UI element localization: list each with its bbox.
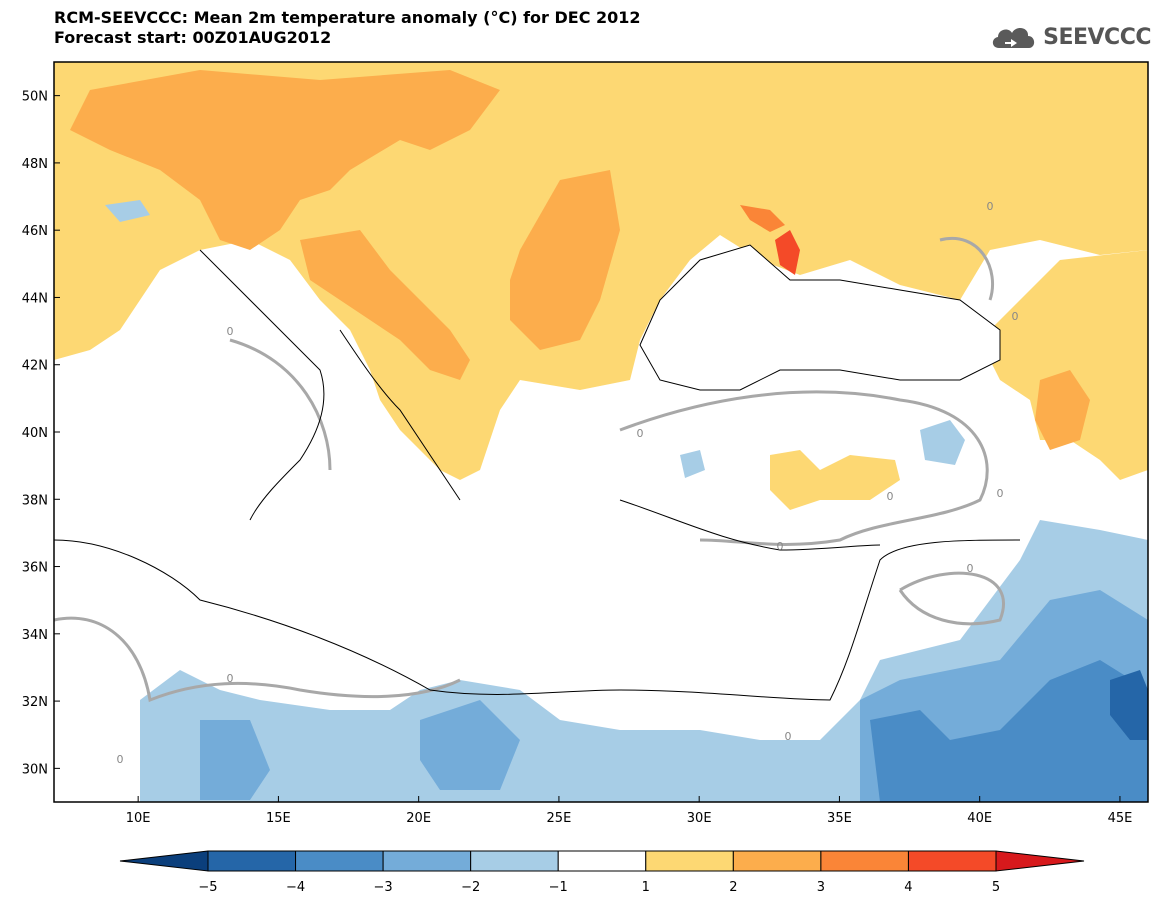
contour-label: 0	[887, 490, 894, 503]
lon-tick-label: 15E	[266, 811, 291, 826]
lon-tick-label: 30E	[687, 811, 712, 826]
lat-tick-label: 38N	[22, 493, 48, 508]
cold-spot-turkey-east	[920, 420, 965, 465]
colorbar: −5 −4 −3 −2 −1 1 2 3 4 5	[119, 850, 1085, 895]
colorbar-segment	[207, 850, 297, 872]
colorbar-label: 1	[642, 880, 650, 895]
lat-tick-label: 42N	[22, 359, 48, 374]
colorbar-label: 3	[817, 880, 825, 895]
warm2-region-balkans	[300, 230, 470, 380]
lat-tick-label: 44N	[22, 291, 48, 306]
contour-label: 0	[1012, 310, 1019, 323]
zero-contours	[54, 236, 1005, 703]
colorbar-segment	[470, 850, 559, 872]
colorbar-label: −5	[198, 880, 217, 895]
coastlines	[54, 244, 1021, 701]
colorbar-label: 2	[729, 880, 737, 895]
lon-tick-label: 35E	[827, 811, 852, 826]
contour-label: 0	[997, 487, 1004, 500]
field-layer	[54, 62, 1148, 802]
colorbar-segment	[820, 850, 909, 872]
colorbar-low-arrow	[119, 850, 209, 872]
cold2-region-libya	[200, 700, 520, 800]
colorbar-segment	[295, 850, 384, 872]
warm2-region-romania	[510, 170, 620, 350]
lat-tick-label: 36N	[22, 561, 48, 576]
colorbar-label: −4	[286, 880, 305, 895]
colorbar-label: 4	[904, 880, 912, 895]
contour-label: 0	[967, 562, 974, 575]
colorbar-segment	[732, 850, 822, 872]
lon-tick-label: 10E	[126, 811, 151, 826]
contour-label: 0	[117, 753, 124, 766]
contour-label: 0	[227, 325, 234, 338]
colorbar-label: −2	[461, 880, 480, 895]
hot-region-crimea	[775, 230, 800, 275]
lat-tick-label: 46N	[22, 224, 48, 239]
hot-region-crimea-north	[740, 205, 785, 232]
warm-region-caucasus	[980, 250, 1148, 480]
cold-spot-alps	[105, 200, 150, 222]
contour-label: 0	[785, 730, 792, 743]
lon-tick-label: 25E	[547, 811, 572, 826]
colorbar-label: 5	[992, 880, 1000, 895]
lon-tick-label: 40E	[967, 811, 992, 826]
contour-label: 0	[637, 427, 644, 440]
cold-spot-turkey-west	[680, 450, 705, 478]
contour-label: 0	[227, 672, 234, 685]
lat-tick-label: 30N	[22, 762, 48, 777]
cold3-region-arabia	[870, 660, 1148, 802]
contour-label: 0	[777, 540, 784, 553]
cold4-region-arabia	[1110, 670, 1148, 740]
lat-axis: 50N 48N 46N 44N 42N 40N 38N 36N 34N 32N 30N	[22, 90, 60, 777]
colorbar-high-arrow	[995, 850, 1085, 872]
lon-tick-label: 20E	[406, 811, 431, 826]
colorbar-label: −1	[549, 880, 568, 895]
colorbar-label: −3	[374, 880, 393, 895]
logo: SEEVCCC	[989, 22, 1151, 52]
warm2-region-georgia	[1035, 370, 1090, 450]
logo-text: SEEVCCC	[1043, 24, 1151, 50]
lat-tick-label: 50N	[22, 90, 48, 105]
colorbar-segment	[557, 850, 647, 872]
contour-label: 0	[987, 200, 994, 213]
map-title: RCM-SEEVCCC: Mean 2m temperature anomaly…	[54, 8, 641, 27]
colorbar-segment	[907, 850, 997, 872]
lat-tick-label: 34N	[22, 628, 48, 643]
cloud-icon	[992, 27, 1035, 48]
map-subtitle: Forecast start: 00Z01AUG2012	[54, 28, 332, 47]
lon-axis: 10E 15E 20E 25E 30E 35E 40E 45E	[126, 796, 1133, 826]
warm2-region-alps	[70, 70, 500, 250]
lat-tick-label: 48N	[22, 157, 48, 172]
lon-tick-label: 45E	[1108, 811, 1133, 826]
lat-tick-label: 40N	[22, 426, 48, 441]
colorbar-segment	[382, 850, 472, 872]
lat-tick-label: 32N	[22, 695, 48, 710]
warm-region-anatolia	[770, 450, 900, 510]
colorbar-segment	[645, 850, 734, 872]
black-sea	[640, 245, 1000, 390]
